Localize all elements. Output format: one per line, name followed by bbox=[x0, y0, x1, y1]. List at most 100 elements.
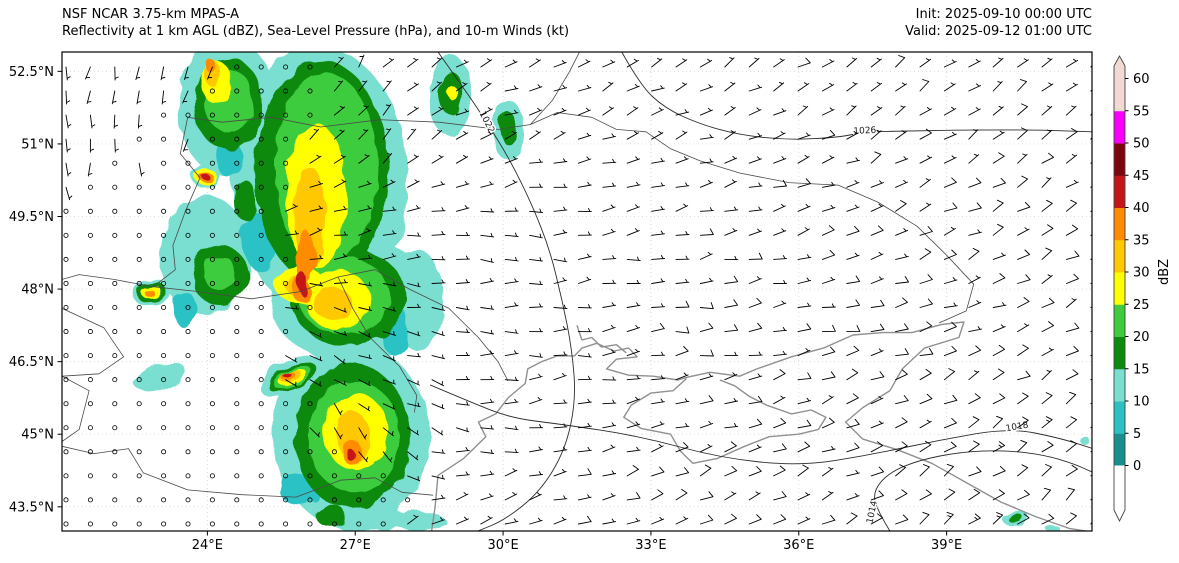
colorbar-tick-label: 10 bbox=[1133, 395, 1150, 410]
calm-wind-circle bbox=[112, 449, 118, 455]
wind-barb bbox=[651, 107, 664, 116]
wind-barb bbox=[651, 351, 666, 357]
wind-barb bbox=[748, 514, 762, 525]
wind-barb bbox=[846, 82, 858, 92]
wind-barb bbox=[431, 331, 445, 337]
wind-barb bbox=[968, 416, 980, 429]
wind-barb bbox=[919, 107, 932, 116]
wind-barb bbox=[943, 394, 958, 405]
wind-barb bbox=[870, 490, 884, 501]
wind-barb bbox=[626, 421, 641, 429]
wind-barb bbox=[333, 205, 348, 212]
wind-barb bbox=[480, 329, 495, 335]
wind-barb bbox=[724, 255, 739, 261]
wind-barb bbox=[699, 395, 714, 405]
calm-wind-circle bbox=[112, 280, 118, 286]
wind-barb bbox=[870, 106, 883, 116]
wind-barb bbox=[943, 511, 954, 525]
colorbar-tick-label: 40 bbox=[1133, 201, 1150, 216]
wind-barb bbox=[553, 372, 567, 381]
calm-wind-circle bbox=[307, 473, 313, 479]
wind-barb bbox=[724, 465, 738, 477]
wind-barb bbox=[1065, 345, 1079, 357]
calm-wind-circle bbox=[112, 401, 118, 407]
calm-wind-circle bbox=[161, 425, 167, 431]
wind-barb bbox=[773, 81, 785, 92]
wind-barb bbox=[529, 303, 544, 308]
wind-barb bbox=[626, 492, 641, 501]
calm-wind-circle bbox=[161, 304, 167, 310]
wind-barb bbox=[504, 350, 519, 357]
wind-barb bbox=[724, 81, 736, 92]
wind-barb bbox=[1017, 175, 1029, 188]
isobar-line bbox=[437, 52, 575, 531]
wind-barb bbox=[114, 66, 119, 81]
wind-barb bbox=[821, 514, 836, 525]
wind-barb bbox=[992, 465, 1006, 477]
wind-barb bbox=[65, 138, 71, 153]
figure-title: NSF NCAR 3.75-km MPAS-A bbox=[62, 7, 240, 22]
wind-barb bbox=[919, 178, 931, 188]
wind-barb bbox=[773, 443, 787, 453]
colorbar-tick-label: 35 bbox=[1133, 233, 1150, 248]
wind-barb bbox=[1065, 58, 1079, 68]
wind-barb bbox=[431, 449, 446, 454]
wind-barb bbox=[992, 302, 1007, 308]
calm-wind-circle bbox=[209, 256, 215, 262]
calm-wind-circle bbox=[87, 280, 93, 286]
calm-wind-circle bbox=[136, 497, 142, 503]
colorbar-outline bbox=[1113, 55, 1126, 523]
calm-wind-circle bbox=[283, 256, 289, 262]
wind-barb bbox=[529, 107, 543, 116]
colorbar: 0 5 10 15 20 25 30 35 40 45 50 55 60 dBZ bbox=[1113, 55, 1172, 523]
calm-wind-circle bbox=[112, 208, 118, 214]
wind-barb bbox=[797, 419, 812, 429]
wind-barb bbox=[675, 326, 690, 334]
calm-wind-circle bbox=[185, 329, 191, 335]
wind-barb bbox=[626, 375, 641, 381]
wind-barb bbox=[895, 441, 908, 453]
wind-barb bbox=[504, 179, 518, 188]
y-tick-label: 46.5°N bbox=[9, 355, 54, 370]
y-tick-label: 52.5°N bbox=[9, 65, 54, 80]
calm-wind-circle bbox=[185, 160, 191, 166]
wind-barb bbox=[968, 153, 980, 164]
wind-barb bbox=[182, 90, 189, 104]
reflectivity-cell bbox=[173, 291, 198, 328]
wind-barb bbox=[699, 322, 714, 333]
calm-wind-circle bbox=[161, 401, 167, 407]
wind-barb bbox=[553, 158, 568, 164]
wind-barb bbox=[529, 446, 543, 453]
wind-barb bbox=[797, 178, 811, 188]
wind-barb bbox=[992, 177, 1006, 188]
wind-barb bbox=[870, 57, 882, 68]
calm-wind-circle bbox=[258, 449, 264, 455]
wind-barb bbox=[577, 276, 592, 284]
wind-barb bbox=[553, 130, 566, 140]
wind-barb bbox=[846, 204, 860, 212]
wind-barb bbox=[821, 466, 834, 477]
calm-wind-circle bbox=[209, 304, 215, 310]
wind-barb bbox=[431, 230, 446, 236]
wind-barb bbox=[797, 441, 811, 453]
wind-barb bbox=[895, 348, 909, 357]
wind-barb bbox=[699, 251, 713, 260]
wind-barb bbox=[431, 306, 446, 311]
wind-barb bbox=[1017, 344, 1029, 357]
wind-barb bbox=[577, 107, 591, 116]
calm-wind-circle bbox=[283, 184, 289, 190]
wind-barb bbox=[382, 104, 392, 116]
wind-barb bbox=[699, 514, 714, 525]
calm-wind-circle bbox=[283, 497, 289, 503]
wind-barb bbox=[1041, 247, 1053, 260]
calm-wind-circle bbox=[63, 353, 69, 359]
calm-wind-circle bbox=[209, 329, 215, 335]
wind-barb bbox=[919, 489, 932, 501]
wind-barb bbox=[1041, 129, 1053, 140]
wind-barb bbox=[602, 493, 616, 501]
wind-barb bbox=[602, 444, 616, 453]
calm-wind-circle bbox=[185, 208, 191, 214]
wind-barb bbox=[309, 379, 322, 387]
wind-barb bbox=[333, 279, 348, 284]
wind-barb bbox=[846, 105, 857, 116]
